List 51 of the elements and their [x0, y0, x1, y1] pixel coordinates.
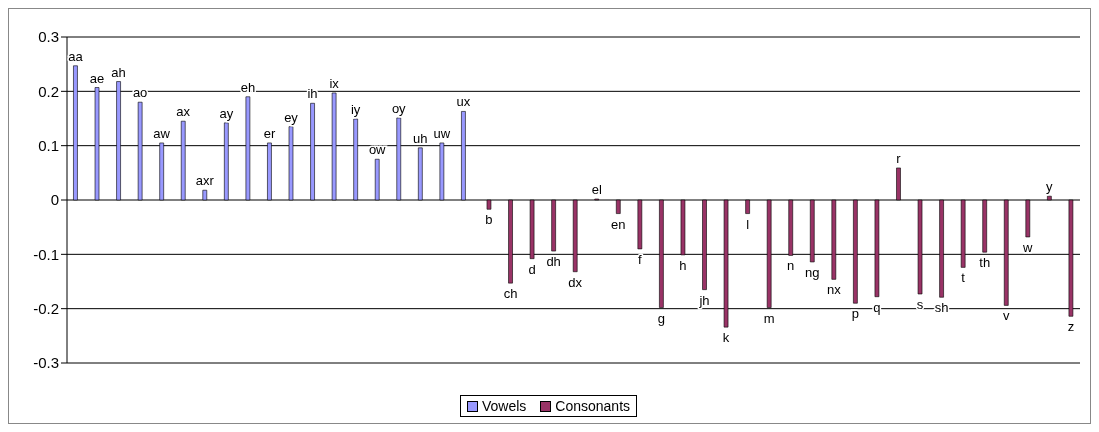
x-tick-label: th [979, 255, 991, 271]
x-tick-label: uw [433, 125, 451, 141]
x-tick-label: h [679, 257, 687, 273]
y-tick-label: 0 [50, 191, 59, 209]
y-tick-label: 0.1 [38, 136, 59, 154]
x-tick-label: uh [413, 130, 428, 146]
x-tick-label: k [722, 330, 730, 346]
x-tick-label: eh [240, 79, 256, 95]
y-tick-label: 0.2 [38, 82, 59, 100]
legend-label: Consonants [554, 398, 631, 414]
x-tick-label: ng [805, 264, 820, 280]
x-tick-label: er [263, 125, 276, 141]
x-tick-label: oy [391, 100, 407, 116]
x-tick-label: f [638, 251, 643, 267]
x-tick-label: g [657, 310, 666, 326]
y-tick-label: -0.1 [33, 245, 59, 263]
x-tick-label: aa [68, 48, 84, 64]
x-tick-label: aw [153, 125, 171, 141]
x-tick-label: w [1022, 239, 1034, 255]
x-tick-label: b [485, 212, 493, 228]
x-tick-label: n [787, 258, 795, 274]
x-tick-label: l [746, 216, 750, 232]
x-tick-label: iy [350, 102, 361, 118]
x-tick-label: ix [329, 75, 340, 91]
y-tick-label: 0.3 [38, 28, 59, 46]
x-tick-label: jh [698, 292, 710, 308]
x-tick-label: y [1046, 179, 1054, 195]
x-tick-label: t [961, 270, 966, 286]
x-tick-label: r [896, 150, 902, 166]
x-tick-label: p [851, 306, 859, 322]
x-tick-label: ah [111, 64, 126, 80]
x-tick-label: dx [568, 274, 583, 290]
x-tick-label: ow [368, 142, 387, 158]
x-tick-label: v [1003, 308, 1010, 324]
x-tick-label: ch [503, 286, 518, 302]
x-tick-label: ae [89, 70, 105, 86]
y-tick-label: -0.2 [33, 299, 59, 317]
x-tick-label: ux [456, 94, 471, 110]
x-tick-label: d [528, 261, 536, 277]
x-tick-label: m [763, 310, 775, 326]
x-tick-label: ay [219, 105, 234, 121]
x-tick-label: axr [195, 173, 215, 189]
x-tick-label: ax [176, 104, 191, 120]
y-tick-label: -0.3 [33, 354, 59, 372]
x-tick-label: ey [284, 109, 299, 125]
x-tick-label: dh [546, 254, 561, 270]
x-tick-label: z [1067, 319, 1075, 335]
x-tick-label: el [591, 182, 602, 197]
x-tick-label: en [611, 216, 626, 232]
x-tick-label: nx [826, 282, 842, 298]
legend-label: Vowels [480, 398, 527, 414]
